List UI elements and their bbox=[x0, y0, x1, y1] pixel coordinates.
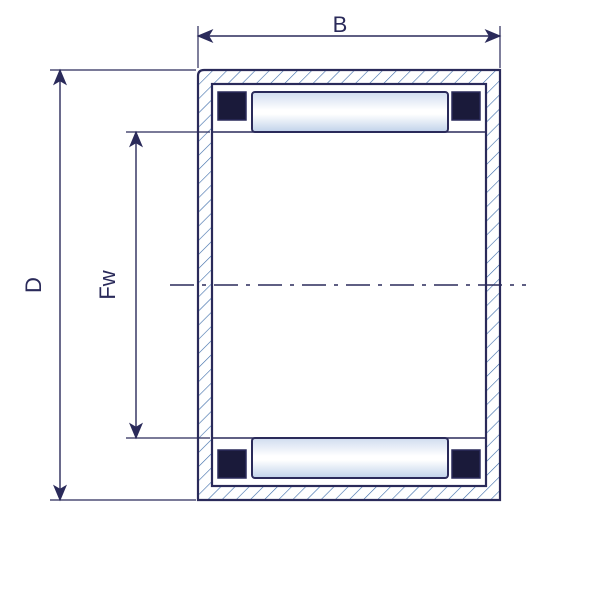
label-Fw: Fw bbox=[95, 270, 121, 299]
label-B: B bbox=[333, 12, 348, 38]
dimension-B bbox=[198, 26, 500, 68]
block-bottom-right bbox=[452, 450, 480, 478]
roller-bottom bbox=[252, 438, 448, 478]
block-top-left bbox=[218, 92, 246, 120]
roller-top bbox=[252, 92, 448, 132]
label-D: D bbox=[21, 277, 47, 293]
block-top-right bbox=[452, 92, 480, 120]
bearing-cross-section bbox=[0, 0, 600, 600]
block-bottom-left bbox=[218, 450, 246, 478]
